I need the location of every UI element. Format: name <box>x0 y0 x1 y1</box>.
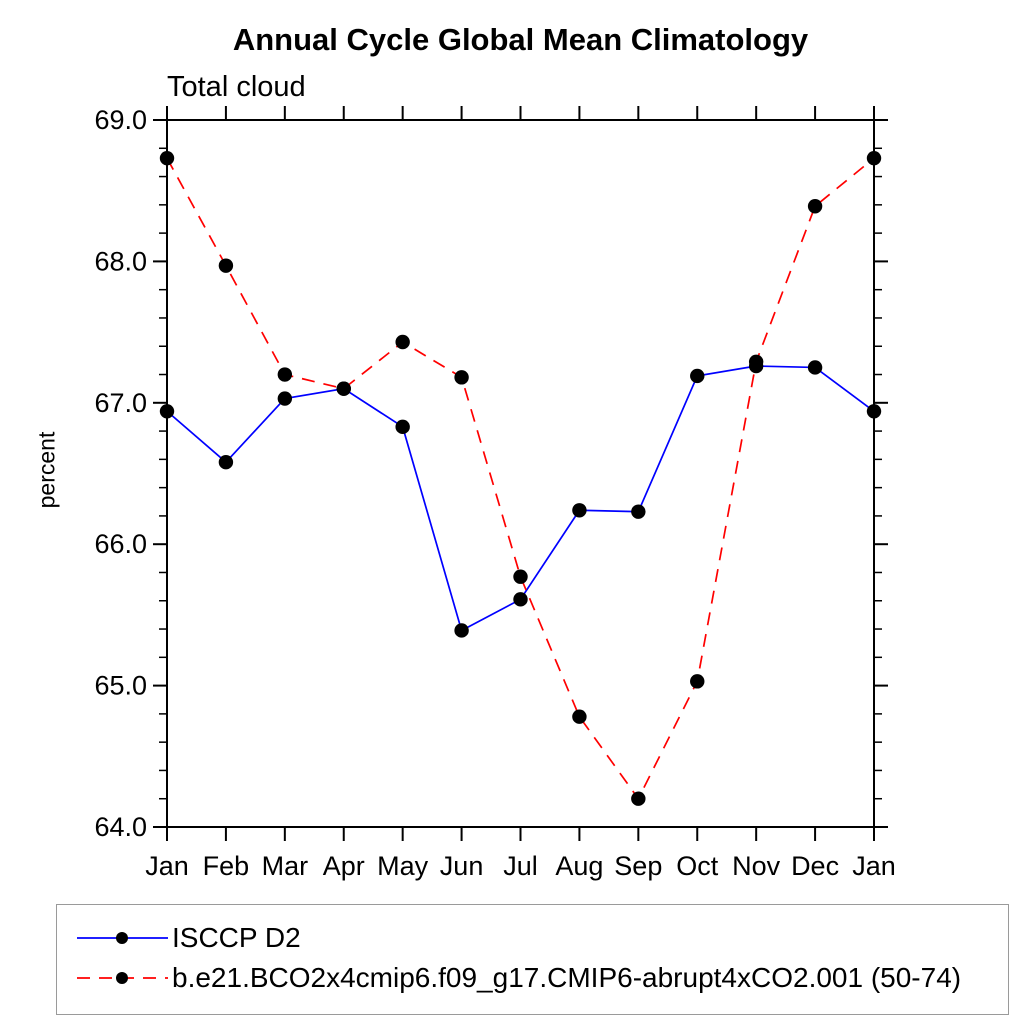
data-point-marker <box>277 391 293 406</box>
x-tick-label: Jul <box>503 851 538 881</box>
x-tick-label: Oct <box>676 851 719 881</box>
data-point-marker <box>572 503 587 518</box>
x-tick-label: Apr <box>323 851 365 881</box>
x-tick-label: Feb <box>203 851 250 881</box>
y-tick-label: 68.0 <box>94 246 147 276</box>
data-point-marker <box>336 381 351 396</box>
x-tick-label: Mar <box>262 851 309 881</box>
data-point-marker <box>631 791 646 806</box>
data-point-marker <box>748 354 764 369</box>
y-tick-label: 66.0 <box>94 529 147 559</box>
series-line-0 <box>166 365 875 632</box>
data-point-marker <box>690 674 705 689</box>
series-line-1 <box>166 157 875 801</box>
x-tick-label: May <box>377 851 429 881</box>
legend-label: ISCCP D2 <box>172 922 301 953</box>
data-point-marker <box>395 419 410 435</box>
data-point-marker <box>159 404 175 419</box>
data-point-marker <box>395 334 410 350</box>
x-tick-label: Sep <box>614 851 662 881</box>
data-point-marker <box>513 592 528 607</box>
data-point-marker <box>807 199 823 214</box>
legend-line-sample-dashed <box>77 972 168 984</box>
legend-entry-isccp: ISCCP D2 <box>75 922 301 953</box>
data-point-marker <box>866 404 882 419</box>
data-point-marker <box>572 709 587 724</box>
legend-box: ISCCP D2 b.e21.BCO2x4cmip6.f09_g17.CMIP6… <box>56 904 1009 1015</box>
x-tick-label: Dec <box>791 851 839 881</box>
data-point-marker <box>454 623 469 638</box>
y-tick-label: 67.0 <box>94 388 147 418</box>
data-point-marker <box>454 370 469 385</box>
x-tick-label: Nov <box>732 851 781 881</box>
data-point-marker <box>807 360 823 375</box>
plot-frame <box>166 119 875 828</box>
y-tick-label: 64.0 <box>94 812 147 842</box>
legend-sample-marker <box>116 932 128 944</box>
y-tick-label: 69.0 <box>94 105 147 135</box>
chart-subtitle: Total cloud <box>167 71 306 103</box>
legend-label: b.e21.BCO2x4cmip6.f09_g17.CMIP6-abrupt4x… <box>172 962 962 993</box>
data-point-marker <box>159 150 175 166</box>
data-point-marker <box>866 150 882 166</box>
data-point-marker <box>690 368 705 384</box>
data-point-marker <box>513 569 528 584</box>
legend-entry-model: b.e21.BCO2x4cmip6.f09_g17.CMIP6-abrupt4x… <box>75 962 961 993</box>
data-point-marker <box>218 454 234 470</box>
chart-title: Annual Cycle Global Mean Climatology <box>232 22 809 57</box>
legend-sample-marker <box>116 972 128 984</box>
x-tick-label: Jun <box>440 851 484 881</box>
legend-line-sample-solid <box>77 932 168 944</box>
data-point-marker <box>277 367 293 382</box>
x-tick-label: Jan <box>145 851 189 881</box>
x-tick-label: Jan <box>852 851 896 881</box>
data-point-marker <box>631 504 646 519</box>
data-point-marker <box>218 258 234 273</box>
y-tick-label: 65.0 <box>94 671 147 701</box>
x-tick-label: Aug <box>555 851 603 881</box>
